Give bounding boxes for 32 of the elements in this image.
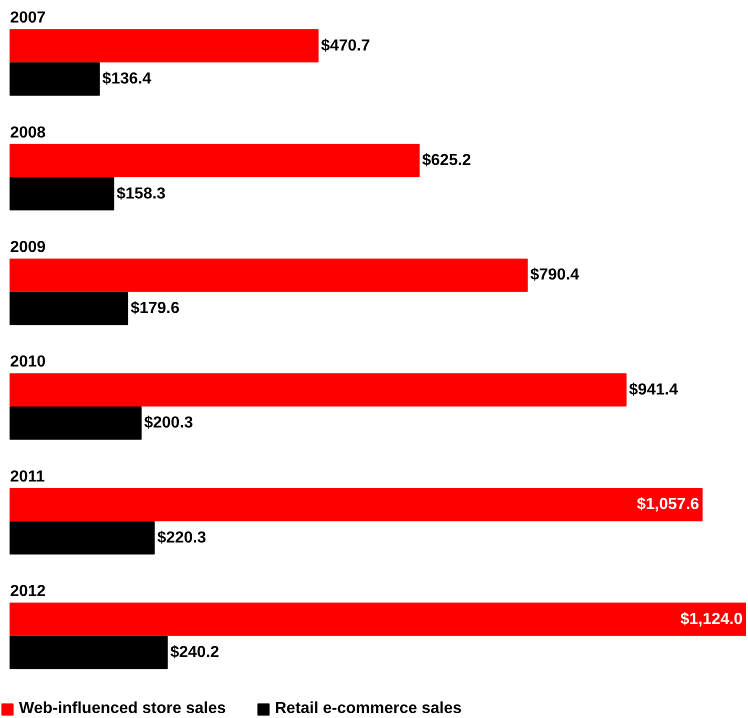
bar xyxy=(10,29,319,62)
y-tick-label: 2011 xyxy=(10,468,45,486)
bar xyxy=(10,636,168,670)
data-label: $625.2 xyxy=(422,152,472,169)
data-label: $1,124.0 xyxy=(680,610,743,628)
bar xyxy=(10,62,100,96)
data-label: $158.3 xyxy=(116,185,166,202)
data-label: $179.6 xyxy=(130,300,180,317)
bar xyxy=(10,373,627,407)
data-label: $220.3 xyxy=(157,529,206,546)
bar xyxy=(10,177,114,210)
bar xyxy=(10,258,528,292)
bar xyxy=(10,292,128,326)
data-label: $941.4 xyxy=(629,381,678,398)
y-tick-label: 2008 xyxy=(10,124,46,142)
data-label: $470.7 xyxy=(321,37,370,54)
bar xyxy=(10,521,155,554)
data-label: $1,057.6 xyxy=(636,496,700,514)
bar xyxy=(10,406,142,440)
y-tick-label: 2010 xyxy=(10,354,46,371)
legend-label: Retail e-commerce sales xyxy=(274,700,462,718)
legend-label: Web-influenced store sales xyxy=(19,700,226,718)
y-tick-label: 2009 xyxy=(10,238,46,256)
y-tick-label: 2007 xyxy=(10,10,46,27)
data-label: $200.3 xyxy=(144,414,194,432)
data-label: $136.4 xyxy=(102,70,152,88)
data-label: $790.4 xyxy=(530,266,580,284)
bar xyxy=(10,488,703,522)
bar xyxy=(10,602,746,636)
y-tick-label: 2012 xyxy=(10,583,46,600)
data-label: $240.2 xyxy=(170,644,220,662)
bar xyxy=(10,144,420,178)
